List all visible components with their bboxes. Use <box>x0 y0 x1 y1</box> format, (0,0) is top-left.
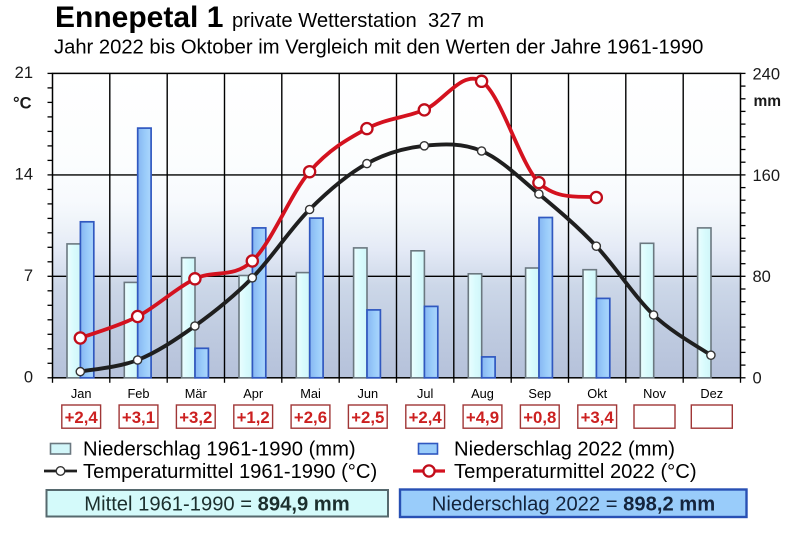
svg-text:Okt: Okt <box>587 386 607 401</box>
svg-text:7: 7 <box>24 267 33 285</box>
svg-text:+2,4: +2,4 <box>409 408 443 427</box>
svg-text:21: 21 <box>15 64 33 82</box>
svg-text:+3,1: +3,1 <box>122 408 155 427</box>
svg-text:0: 0 <box>753 370 762 388</box>
svg-text:Jul: Jul <box>417 386 433 401</box>
svg-text:Sep: Sep <box>528 386 551 401</box>
svg-text:+2,6: +2,6 <box>294 408 327 427</box>
svg-text:Dez: Dez <box>700 386 723 401</box>
svg-text:160: 160 <box>753 167 781 185</box>
svg-text:Temperaturmittel 2022 (°C): Temperaturmittel 2022 (°C) <box>454 461 697 483</box>
svg-text:Mär: Mär <box>185 386 208 401</box>
svg-text:+3,2: +3,2 <box>179 408 212 427</box>
svg-text:Aug: Aug <box>471 386 494 401</box>
svg-text:mm: mm <box>754 93 782 110</box>
svg-text:+1,2: +1,2 <box>237 408 270 427</box>
svg-text:240: 240 <box>753 65 781 83</box>
svg-text:Niederschlag 1961-1990 (mm): Niederschlag 1961-1990 (mm) <box>83 439 356 461</box>
svg-text:+0,8: +0,8 <box>523 408 556 427</box>
svg-text:Jahr 2022 bis Oktober im Vergl: Jahr 2022 bis Oktober im Vergleich mit d… <box>54 37 703 59</box>
svg-text:Niederschlag 2022 (mm): Niederschlag 2022 (mm) <box>454 439 675 461</box>
svg-text:+2,5: +2,5 <box>351 408 384 427</box>
svg-text:°C: °C <box>13 95 32 113</box>
svg-text:14: 14 <box>15 166 33 184</box>
svg-text:Jan: Jan <box>71 386 92 401</box>
svg-text:+2,4: +2,4 <box>65 408 99 427</box>
svg-text:Feb: Feb <box>127 386 149 401</box>
svg-text:+4,9: +4,9 <box>466 408 499 427</box>
svg-text:Mittel 1961-1990 = 894,9 mm: Mittel 1961-1990 = 894,9 mm <box>84 493 349 515</box>
svg-text:80: 80 <box>753 268 771 286</box>
svg-text:+3,4: +3,4 <box>581 408 615 427</box>
svg-text:0: 0 <box>24 369 33 387</box>
svg-text:private Wetterstation 327 m: private Wetterstation 327 m <box>232 10 484 32</box>
svg-text:Apr: Apr <box>243 386 264 401</box>
svg-text:Mai: Mai <box>300 386 321 401</box>
svg-text:Jun: Jun <box>357 386 378 401</box>
svg-text:Niederschlag 2022 = 898,2 mm: Niederschlag 2022 = 898,2 mm <box>432 494 715 516</box>
svg-text:Ennepetal 1: Ennepetal 1 <box>55 1 223 34</box>
svg-text:Temperaturmittel 1961-1990 (°C: Temperaturmittel 1961-1990 (°C) <box>83 461 377 483</box>
svg-text:Nov: Nov <box>643 386 666 401</box>
